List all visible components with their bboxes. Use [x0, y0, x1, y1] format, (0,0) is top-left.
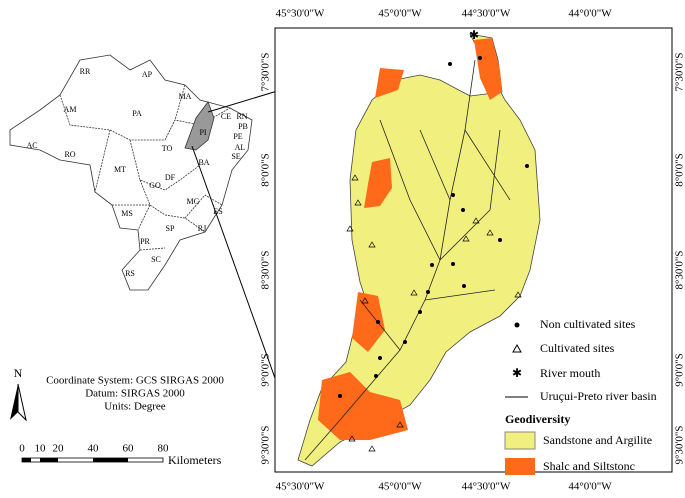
legend-label: Shalc and Siltstonc: [543, 459, 635, 473]
river-mouth: ✱: [469, 28, 479, 42]
coord-label: 45°30'0"W: [276, 8, 325, 20]
legend-swatch: [504, 431, 536, 450]
state-label: RR: [80, 67, 91, 76]
state-label: BA: [198, 158, 209, 167]
coord-label: 44°0'0"W: [568, 481, 612, 493]
state-label: GO: [149, 181, 161, 190]
coord-label: 8°30'0"S: [260, 251, 272, 290]
legend-title: Geodiversity: [505, 412, 570, 426]
state-label: RN: [236, 112, 247, 121]
state-label: AM: [64, 105, 77, 114]
brazil-map: [9, 54, 253, 291]
coord-label: 9°30'0"S: [260, 426, 272, 465]
state-label: AL: [235, 143, 246, 152]
state-label: PA: [132, 109, 142, 118]
legend-label: Non cultivated sites: [540, 317, 636, 331]
state-label: MG: [187, 197, 200, 206]
coord-label: 44°0'0"W: [568, 8, 612, 20]
coord-label: 8°0'0"S: [260, 153, 272, 187]
scale-label: 0: [19, 443, 25, 455]
state-label: PE: [233, 132, 242, 141]
state-label: AP: [142, 70, 153, 79]
state-label: PR: [140, 237, 150, 246]
state-label: TO: [162, 144, 173, 153]
coord-label: 45°30'0"W: [276, 481, 325, 493]
scale-label: 80: [158, 443, 170, 455]
state-label: ES: [213, 207, 222, 216]
state-label: MA: [179, 92, 192, 101]
state-label: MT: [114, 165, 126, 174]
cultivated-sites: [346, 174, 522, 452]
coord-label: 45°0'0"W: [378, 8, 422, 20]
state-label: RJ: [198, 224, 206, 233]
legend-label: Sandstone and Argilite: [543, 433, 652, 447]
legend-swatch: [505, 458, 535, 475]
scale-label: 40: [88, 443, 100, 455]
state-label: DF: [165, 173, 176, 182]
coord-label: 44°30'0"W: [462, 481, 511, 493]
north-arrow: [10, 384, 18, 420]
coord-label: 7°30'0"S: [674, 53, 685, 92]
coord-info: Coordinate System: GCS SIRGAS 2000: [46, 375, 224, 387]
state-label: AC: [26, 141, 37, 150]
state-label: RO: [64, 150, 75, 159]
coord-label: 9°0'0"S: [260, 353, 272, 387]
state-label: RS: [125, 269, 135, 278]
legend-symbol: [514, 322, 520, 328]
legend-label: River mouth: [540, 366, 600, 380]
coord-label: 45°0'0"W: [378, 481, 422, 493]
scale-bar: [21, 457, 164, 463]
coord-label: 8°30'0"S: [674, 251, 685, 290]
legend-symbol: [512, 343, 522, 353]
north-arrow: [17, 383, 27, 422]
coord-label: 7°30'0"S: [260, 53, 272, 92]
scale-label: 20: [53, 443, 65, 455]
state-label: SP: [166, 224, 175, 233]
state-label: PI: [199, 128, 206, 137]
state-label: MS: [121, 209, 133, 218]
coord-label: 9°30'0"S: [674, 426, 685, 465]
legend-symbol: ✱: [512, 366, 522, 380]
state-label: SC: [151, 255, 161, 264]
north-label: N: [14, 366, 23, 380]
coord-label: 9°0'0"S: [674, 353, 685, 387]
scale-label: 10: [35, 443, 47, 455]
scale-unit: Kilometers: [168, 453, 222, 467]
coord-info: Datum: SIRGAS 2000: [85, 388, 185, 400]
coord-info: Units: Degree: [104, 401, 166, 413]
state-label: SE: [231, 152, 240, 161]
state-label: PB: [238, 122, 248, 131]
legend-label: Uruçui-Preto river basin: [540, 389, 657, 403]
coord-label: 44°30'0"W: [462, 8, 511, 20]
legend-label: Cultivated sites: [540, 341, 615, 355]
state-label: CE: [221, 112, 231, 121]
basin: [297, 33, 541, 467]
scale-label: 60: [123, 443, 135, 455]
sites: [338, 56, 529, 398]
coord-label: 8°0'0"S: [674, 153, 685, 187]
